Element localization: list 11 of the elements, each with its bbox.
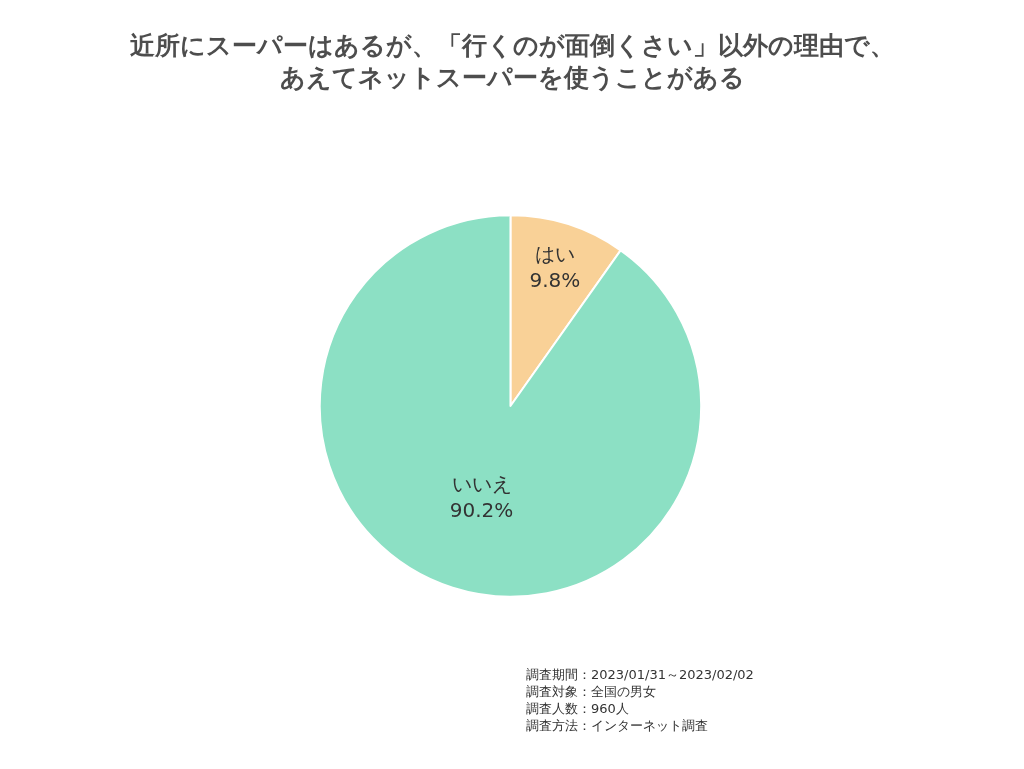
slice-label: はい [534,241,575,266]
pie-slice [318,214,702,598]
chart-title: 近所にスーパーはあるが、「行くのが面倒くさい」以外の理由で、 [129,30,895,60]
text: 調査方法：インターネット調査 [526,717,708,733]
slice-label: いいえ [451,471,512,496]
text: 調査対象：全国の男女 [526,683,656,699]
data-label: 90.2% [449,497,514,522]
text: 調査期間：2023/01/31～2023/02/02 [526,667,754,682]
text: 調査人数：960人 [526,700,629,716]
chart-subtitle: あえてネットスーパーを使うことがある [279,63,745,93]
data-label: 9.8% [529,267,581,292]
